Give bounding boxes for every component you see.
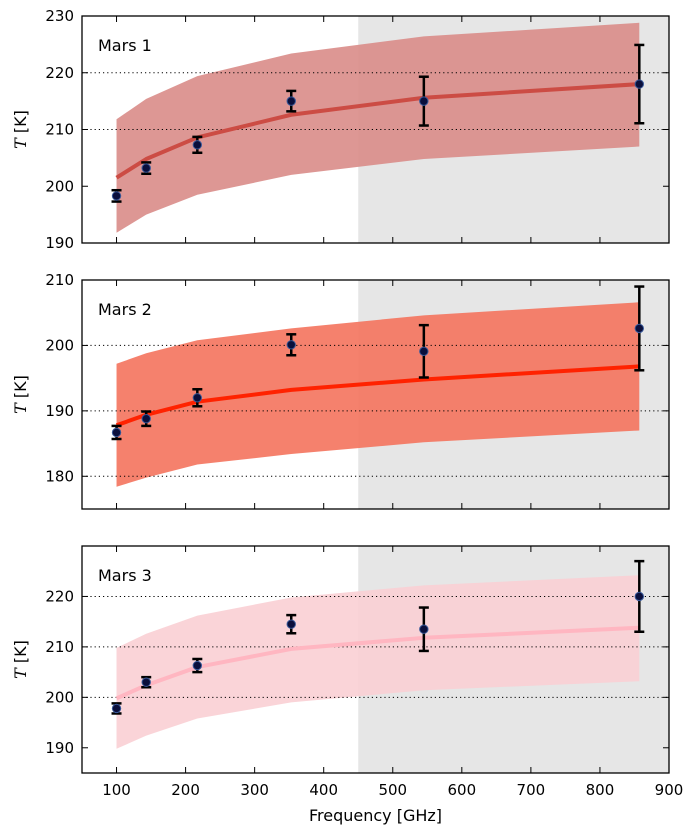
y-tick-label: 230	[45, 7, 74, 25]
data-point	[192, 388, 203, 408]
panel-label: Mars 3	[98, 566, 152, 585]
x-tick-label: 800	[586, 781, 615, 799]
model-uncertainty-band	[116, 575, 640, 749]
data-point	[634, 285, 645, 372]
y-axis-label: T [K]	[11, 640, 30, 679]
panel-2: 180 190 200 210 Mars 2 T [K]	[11, 271, 670, 510]
y-axis-label: T [K]	[11, 375, 30, 414]
x-tick-label: 200	[171, 781, 200, 799]
x-tick-label: 700	[517, 781, 546, 799]
panel-3: 190 200 210 220 100 200 300 400 500 600 700 800 900 M…	[11, 545, 684, 825]
panel-label: Mars 1	[98, 36, 152, 55]
data-point	[634, 43, 645, 125]
model-line	[115, 364, 640, 428]
y-tick-label: 190	[45, 402, 74, 420]
data-marker	[634, 591, 645, 602]
x-tick-label: 400	[309, 781, 338, 799]
data-marker	[634, 79, 645, 89]
data-marker	[192, 140, 203, 150]
y-tick-label: 190	[45, 234, 74, 252]
panel-label: Mars 2	[98, 300, 152, 319]
y-tick-label: 220	[45, 64, 74, 82]
data-point	[418, 75, 429, 127]
data-marker	[141, 414, 151, 424]
x-tick-label: 500	[378, 781, 407, 799]
data-marker	[286, 96, 296, 106]
data-marker	[111, 703, 122, 714]
data-point	[418, 323, 429, 379]
x-tick-label: 300	[240, 781, 269, 799]
y-tick-label: 210	[45, 121, 74, 139]
data-marker	[111, 191, 122, 201]
x-tick-label: 900	[655, 781, 684, 799]
model-uncertainty-band	[116, 302, 640, 487]
data-point	[141, 410, 152, 428]
data-marker	[419, 96, 429, 106]
x-tick-label: 600	[448, 781, 477, 799]
x-tick-label: 100	[102, 781, 131, 799]
data-marker	[286, 340, 296, 350]
model-uncertainty-band	[116, 22, 640, 233]
data-point	[111, 424, 122, 441]
data-point	[192, 657, 203, 674]
y-tick-label: 220	[45, 587, 74, 605]
data-marker	[192, 393, 203, 403]
data-point	[634, 559, 645, 634]
data-marker	[419, 346, 429, 357]
panel-1: 190 200 210 220 230 Mars 1 T [K]	[11, 7, 670, 252]
data-marker	[286, 619, 296, 629]
data-point	[286, 333, 297, 357]
data-point	[286, 613, 297, 635]
plot-frame	[81, 545, 670, 774]
y-tick-label: 210	[45, 638, 74, 656]
data-marker	[192, 660, 203, 671]
data-point	[111, 702, 122, 715]
plot-frame	[81, 279, 670, 510]
data-marker	[419, 624, 429, 634]
data-marker	[111, 427, 122, 438]
data-marker	[634, 323, 645, 334]
x-axis-label: Frequency [GHz]	[309, 806, 442, 825]
y-tick-label: 200	[45, 336, 74, 354]
y-tick-label: 190	[45, 739, 74, 757]
data-point	[286, 89, 297, 113]
data-point	[111, 188, 122, 203]
data-marker	[141, 677, 151, 687]
data-point	[141, 675, 152, 689]
y-tick-label: 180	[45, 467, 74, 485]
data-marker	[141, 163, 151, 173]
y-tick-label: 200	[45, 688, 74, 706]
data-point	[192, 135, 203, 155]
y-tick-label: 200	[45, 177, 74, 195]
y-axis-label: T [K]	[11, 110, 30, 149]
data-point	[418, 606, 429, 653]
y-tick-label: 210	[45, 271, 74, 289]
data-point	[141, 161, 152, 176]
